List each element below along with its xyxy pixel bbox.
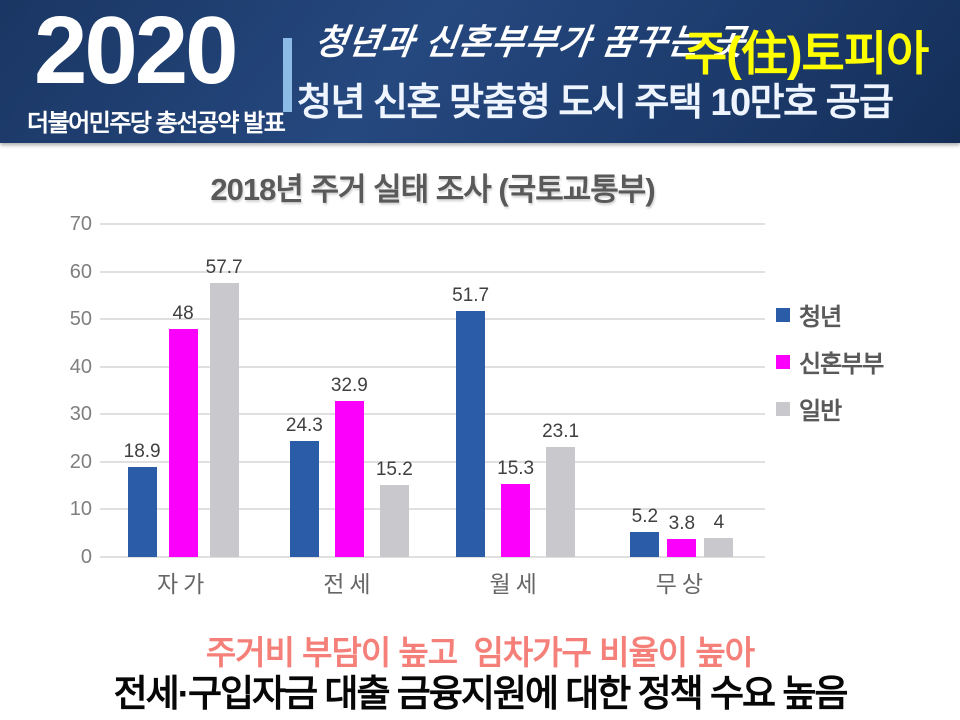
y-tick-label: 50 [69, 308, 92, 331]
y-tick-label: 40 [69, 355, 92, 378]
bar-with-label: 15.2 [376, 224, 413, 557]
bar-value-label: 15.3 [497, 458, 535, 480]
bar-value-label: 4 [713, 511, 725, 533]
legend-swatch-icon [776, 401, 790, 416]
legend-item: 일반 [776, 391, 883, 426]
bar-value-label: 18.9 [123, 441, 161, 463]
legend-item: 신혼부부 [776, 344, 884, 379]
bar-group: 18.9 48 57.7 [100, 224, 266, 557]
legend-swatch-icon [776, 354, 790, 369]
x-tick-label: 월세 [489, 571, 542, 597]
bar [379, 484, 409, 557]
tagline-highlight: 주(住)토피아 [684, 27, 929, 80]
bar-with-label: 5.2 [630, 224, 660, 557]
bar-value-label: 48 [172, 302, 194, 324]
bar-with-label: 18.9 [124, 224, 161, 557]
legend-swatch-icon [776, 307, 790, 322]
x-axis-labels: 자가 전세 월세 무상 [100, 565, 765, 599]
y-axis-labels: 0 10 20 30 40 50 60 70 [38, 213, 92, 568]
x-tick-label: 무상 [655, 571, 709, 597]
party-subtitle: 더불어민주당 총선공약 발표 [27, 110, 286, 137]
bar-value-label: 3.8 [668, 512, 696, 534]
bar [501, 484, 531, 557]
gridline [100, 413, 765, 416]
bar-with-label: 57.7 [206, 224, 243, 557]
bar-with-label: 32.9 [331, 224, 368, 557]
bar-with-label: 24.3 [286, 224, 323, 557]
plot-area: 18.9 48 57.7 24.3 32.9 15.2 51.7 15.3 23.1 5.2 3.8… [100, 223, 765, 558]
bar-with-label: 48 [168, 224, 198, 557]
headline: 청년 신혼 맞춤형 도시 주택 10만호 공급 [297, 82, 894, 124]
year-logo: 2020 [34, 0, 239, 104]
x-tick-label: 전세 [323, 571, 376, 597]
bar [667, 538, 697, 557]
bar [630, 532, 660, 557]
y-tick-label: 70 [69, 213, 92, 235]
bar-with-label: 15.3 [497, 224, 534, 557]
bar-with-label: 3.8 [667, 224, 697, 557]
vertical-divider [283, 38, 292, 112]
gridline [100, 365, 765, 368]
gridline [100, 460, 765, 463]
bar-with-label: 23.1 [542, 224, 579, 557]
y-tick-label: 20 [69, 450, 92, 473]
legend-item: 청년 [776, 297, 883, 332]
gridline [100, 508, 765, 511]
bar [127, 467, 157, 557]
bar-value-label: 5.2 [631, 506, 659, 528]
legend-label: 신혼부부 [799, 351, 884, 378]
bar-group: 24.3 32.9 15.2 [266, 224, 432, 557]
bar [704, 537, 734, 557]
bar-with-label: 51.7 [452, 224, 489, 557]
bar-with-label: 4 [704, 224, 734, 557]
y-tick-label: 60 [69, 260, 92, 283]
bar-value-label: 32.9 [330, 374, 368, 396]
bar-group: 5.2 3.8 4 [599, 224, 765, 557]
bar-group: 51.7 15.3 23.1 [433, 224, 599, 557]
bar [334, 400, 364, 557]
bar-groups: 18.9 48 57.7 24.3 32.9 15.2 51.7 15.3 23.1 5.2 3.8… [100, 224, 765, 557]
bar [546, 447, 576, 557]
footer-emphasis: 주거비 부담이 높고 임차가구 비율이 높아 [205, 634, 755, 671]
chart-title: 2018년 주거 실태 조사 (국토교통부) [210, 172, 655, 207]
legend-label: 일반 [799, 398, 842, 425]
footer-statement: 전세·구입자금 대출 금융지원에 대한 정책 수요 높음 [113, 673, 849, 714]
gridline [100, 318, 765, 321]
bar [456, 311, 486, 557]
gridline [100, 270, 765, 273]
header-banner: 2020 더불어민주당 총선공약 발표 청년과 신혼부부가 꿈꾸는 곳 주(住)… [0, 0, 960, 143]
bar-value-label: 15.2 [375, 458, 413, 480]
bar [289, 441, 319, 557]
x-tick-label: 자가 [156, 571, 210, 597]
gridline [100, 556, 765, 558]
y-tick-label: 30 [69, 403, 92, 426]
bar-value-label: 24.3 [285, 415, 323, 437]
bar [209, 282, 239, 557]
gridline [100, 223, 765, 225]
y-tick-label: 0 [80, 546, 92, 568]
bar-value-label: 23.1 [542, 421, 580, 443]
bar-value-label: 57.7 [205, 256, 243, 278]
bar-value-label: 51.7 [452, 285, 490, 307]
bar [168, 328, 198, 557]
legend-label: 청년 [799, 304, 842, 331]
y-tick-label: 10 [69, 498, 92, 521]
